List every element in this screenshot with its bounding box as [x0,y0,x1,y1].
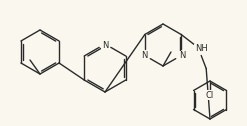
Text: N: N [179,51,185,60]
Text: NH: NH [195,44,207,53]
Text: Cl: Cl [206,90,214,100]
Text: N: N [102,40,108,50]
Text: N: N [141,51,147,60]
